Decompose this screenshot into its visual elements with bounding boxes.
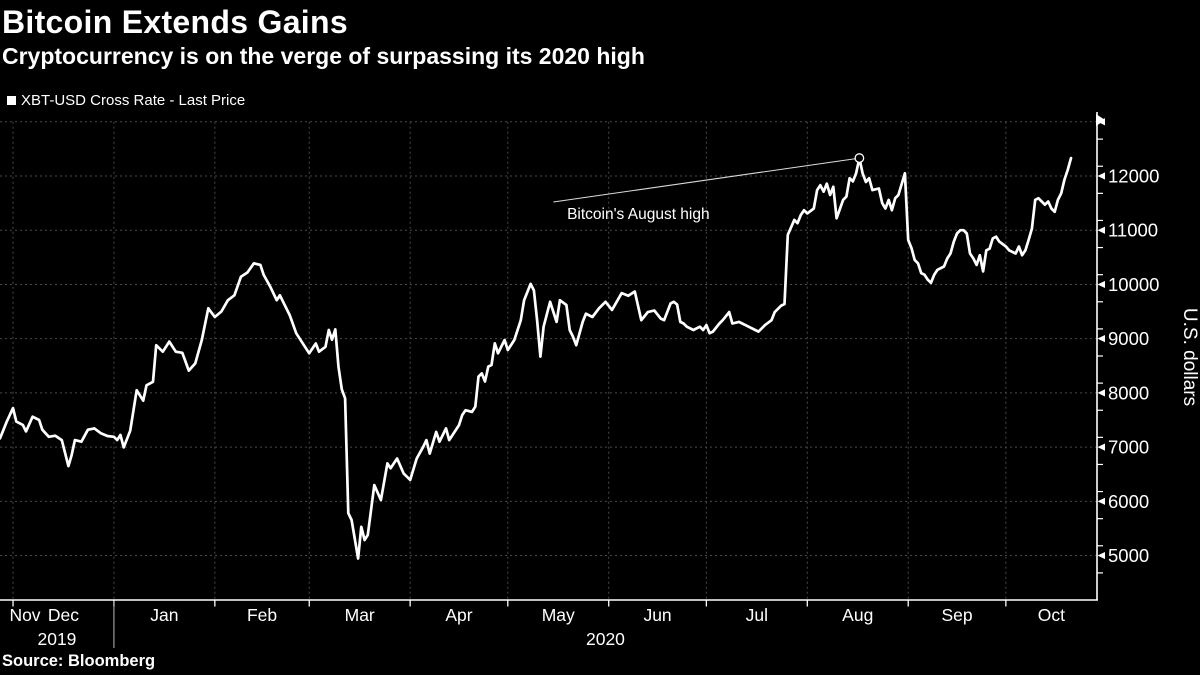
legend: XBT-USD Cross Rate - Last Price — [7, 92, 245, 109]
y-tick-label: 12000 — [1108, 165, 1159, 186]
x-month-label: May — [542, 605, 575, 625]
x-month-label: Jun — [643, 605, 671, 625]
x-month-label: Oct — [1038, 605, 1065, 625]
page-title: Bitcoin Extends Gains — [2, 4, 348, 40]
y-tick-label: 10000 — [1108, 274, 1159, 295]
y-major-tick — [1097, 226, 1105, 234]
x-year-label: 2020 — [586, 629, 625, 649]
y-major-tick — [1097, 335, 1105, 343]
series-layer — [0, 156, 1073, 560]
x-month-label: Apr — [445, 605, 472, 625]
y-tick-label: 7000 — [1108, 437, 1149, 458]
x-month-label: Mar — [345, 605, 375, 625]
price-line — [0, 156, 1073, 560]
x-month-label: Nov — [9, 605, 40, 625]
y-major-tick — [1097, 443, 1105, 451]
x-month-label: Jul — [746, 605, 768, 625]
august-high-marker — [854, 153, 865, 164]
page-subtitle: Cryptocurrency is on the verge of surpas… — [2, 43, 645, 69]
annotation-leader-line — [553, 158, 856, 203]
source-credit: Source: Bloomberg — [2, 652, 156, 670]
y-tick-label: 8000 — [1108, 382, 1149, 403]
x-month-label: Aug — [842, 605, 873, 625]
grid-layer — [0, 121, 1097, 600]
axes-layer — [0, 112, 1105, 648]
x-month-label: Sep — [941, 605, 972, 625]
y-major-tick — [1097, 551, 1105, 560]
annotation-label: Bitcoin's August high — [567, 206, 710, 223]
y-axis-title: U.S. dollars — [1179, 308, 1200, 406]
y-major-tick — [1097, 497, 1105, 505]
y-tick-label: 5000 — [1108, 545, 1149, 566]
legend-label: XBT-USD Cross Rate - Last Price — [21, 92, 246, 109]
annotation-layer: Bitcoin's August high — [553, 153, 865, 223]
y-tick-label: 6000 — [1108, 491, 1149, 512]
axis-labels-layer: 5000 6000 7000 8000 9000 10000 11000 12000 Nov De… — [9, 165, 1159, 649]
x-month-label: Dec — [48, 605, 79, 625]
y-major-tick — [1097, 172, 1105, 180]
y-major-tick — [1097, 118, 1105, 126]
legend-swatch-icon — [7, 96, 16, 105]
y-axis-top-arrow-icon — [1096, 114, 1105, 126]
y-tick-label: 11000 — [1108, 220, 1158, 241]
x-month-label: Feb — [247, 605, 277, 625]
y-major-tick — [1097, 389, 1105, 397]
x-year-label: 2019 — [37, 629, 76, 649]
y-tick-label: 9000 — [1108, 328, 1149, 349]
y-major-tick — [1097, 280, 1105, 289]
x-month-label: Jan — [150, 605, 178, 625]
